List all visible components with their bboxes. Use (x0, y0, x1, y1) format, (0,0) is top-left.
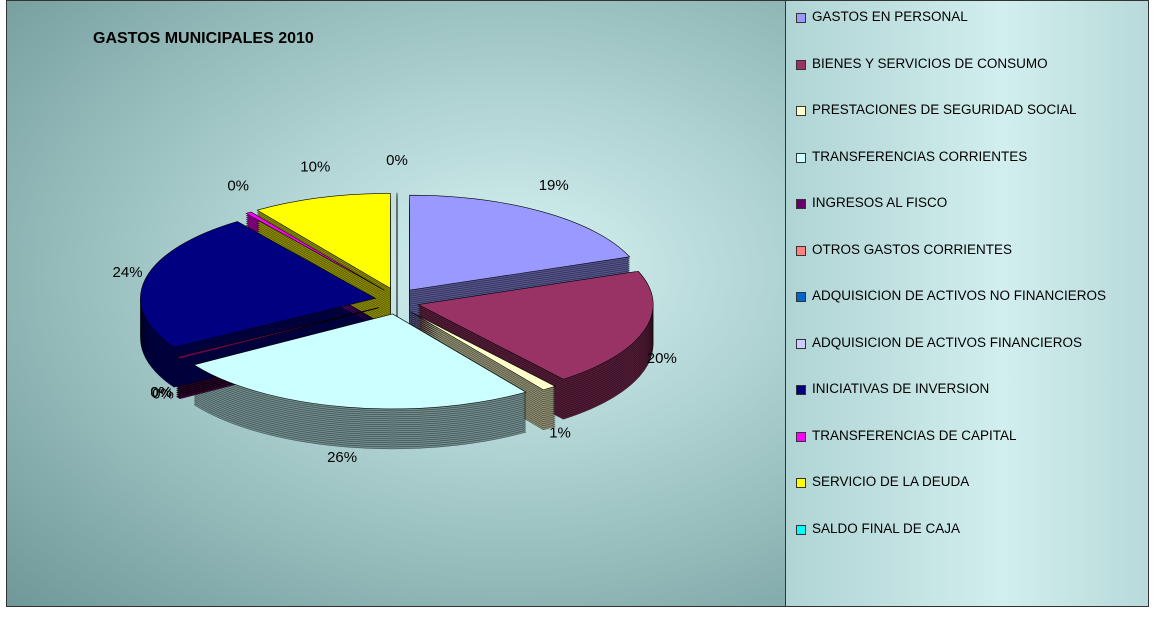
legend-swatch (796, 245, 806, 256)
data-label: 0% (150, 384, 172, 401)
data-label: 0% (386, 152, 408, 169)
legend-label: TRANSFERENCIAS DE CAPITAL (812, 427, 1017, 443)
legend-label: ADQUISICION DE ACTIVOS NO FINANCIEROS (812, 288, 1107, 303)
legend-label: GASTOS EN PERSONAL (812, 9, 968, 24)
slice (176, 307, 379, 357)
legend-label: PRESTACIONES DE SEGURIDAD SOCIAL (812, 102, 1077, 117)
legend-swatch (796, 524, 806, 535)
legend-label: OTROS GASTOS CORRIENTES (812, 241, 1013, 257)
legend-item: INGRESOS AL FISCO (796, 195, 1141, 210)
legend-label: SERVICIO DE LA DEUDA (812, 474, 970, 489)
legend-swatch (796, 106, 806, 116)
legend-item: SERVICIO DE LA DEUDA (796, 474, 1141, 489)
legend-swatch (796, 431, 806, 442)
slice (256, 193, 391, 289)
legend-swatch (796, 59, 806, 70)
legend-label: INGRESOS AL FISCO (812, 195, 948, 210)
slice (417, 270, 654, 380)
data-label: 19% (539, 177, 569, 194)
legend-swatch (796, 13, 806, 23)
legend-item: TRANSFERENCIAS CORRIENTES (796, 149, 1141, 164)
slice (140, 221, 377, 348)
legend: GASTOS EN PERSONAL BIENES Y SERVICIOS DE … (785, 0, 1149, 607)
data-label: 0% (150, 384, 172, 401)
data-label: 24% (113, 264, 143, 281)
legend-item: INICIATIVAS DE INVERSION (796, 381, 1141, 396)
data-label: 0% (150, 384, 172, 401)
chart: GASTOS MUNICIPALES 2010 19% 20% 1% 26% 0% 0% 0… (93, 30, 677, 466)
data-label: 10% (300, 158, 330, 175)
legend-swatch (796, 478, 806, 488)
plot-area: GASTOS MUNICIPALES 2010 19% 20% 1% 26% 0% 0% 0… (6, 0, 786, 607)
data-label: 20% (647, 350, 677, 367)
legend-swatch (796, 385, 806, 395)
slice (245, 211, 385, 291)
legend-label: ADQUISICION DE ACTIVOS FINANCIEROS (812, 334, 1083, 350)
legend-swatch (796, 152, 806, 163)
legend-item: GASTOS EN PERSONAL (796, 9, 1141, 24)
legend-swatch (796, 338, 806, 349)
slice (193, 313, 527, 410)
legend-item: ADQUISICION DE ACTIVOS NO FINANCIEROS (796, 288, 1141, 303)
legend-label: SALDO FINAL DE CAJA (812, 520, 961, 536)
legend-label: TRANSFERENCIAS CORRIENTES (812, 148, 1028, 164)
data-label: 26% (327, 449, 357, 466)
data-label: 0% (152, 385, 174, 402)
legend-item: OTROS GASTOS CORRIENTES (796, 242, 1141, 257)
legend-item: SALDO FINAL DE CAJA (796, 521, 1141, 536)
legend-item: TRANSFERENCIAS DE CAPITAL (796, 428, 1141, 443)
legend-item: PRESTACIONES DE SEGURIDAD SOCIAL (796, 102, 1141, 117)
slice (409, 311, 557, 391)
legend-item: ADQUISICION DE ACTIVOS FINANCIEROS (796, 335, 1141, 350)
data-label: 0% (227, 178, 249, 195)
legend-label: INICIATIVAS DE INVERSION (812, 381, 990, 396)
legend-swatch (796, 199, 806, 209)
legend-swatch (796, 292, 806, 302)
chart-title: GASTOS MUNICIPALES 2010 (93, 30, 314, 47)
legend-label: BIENES Y SERVICIOS DE CONSUMO (812, 55, 1048, 71)
legend-item: BIENES Y SERVICIOS DE CONSUMO (796, 56, 1141, 71)
data-label: 1% (549, 425, 571, 442)
slice (409, 194, 631, 291)
